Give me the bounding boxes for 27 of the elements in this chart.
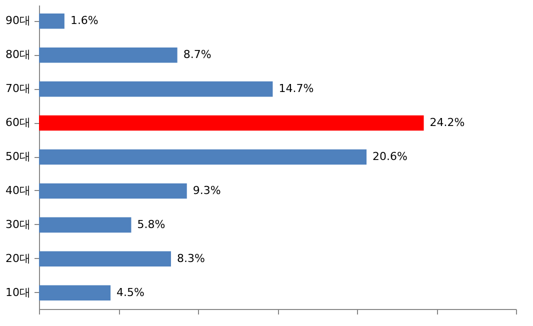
bar bbox=[39, 217, 132, 233]
data-label: 8.3% bbox=[176, 252, 205, 265]
data-label: 4.5% bbox=[116, 286, 145, 299]
bar bbox=[39, 251, 171, 267]
data-label: 5.8% bbox=[137, 218, 166, 231]
data-label: 8.7% bbox=[183, 48, 212, 62]
y-tick-label: 10대 bbox=[6, 286, 30, 299]
bar bbox=[39, 149, 367, 165]
data-label: 1.6% bbox=[70, 14, 98, 28]
y-tick-label: 70대 bbox=[6, 82, 30, 96]
y-tick-label: 80대 bbox=[6, 48, 30, 62]
data-label: 20.6% bbox=[372, 150, 408, 163]
data-label: 14.7% bbox=[278, 82, 314, 96]
y-tick-label: 20대 bbox=[6, 252, 30, 265]
bar bbox=[39, 285, 111, 301]
bar bbox=[39, 47, 178, 63]
y-tick-label: 50대 bbox=[6, 150, 30, 163]
data-label: 24.2% bbox=[430, 116, 465, 130]
bar bbox=[39, 183, 187, 199]
y-tick-label: 30대 bbox=[6, 218, 30, 231]
bar bbox=[39, 13, 64, 29]
y-tick-label: 90대 bbox=[6, 14, 30, 28]
data-label: 9.3% bbox=[192, 184, 221, 197]
bar bbox=[39, 81, 273, 97]
y-tick-label: 40대 bbox=[6, 184, 30, 197]
y-tick-label: 60대 bbox=[6, 116, 30, 130]
bar bbox=[39, 115, 424, 131]
